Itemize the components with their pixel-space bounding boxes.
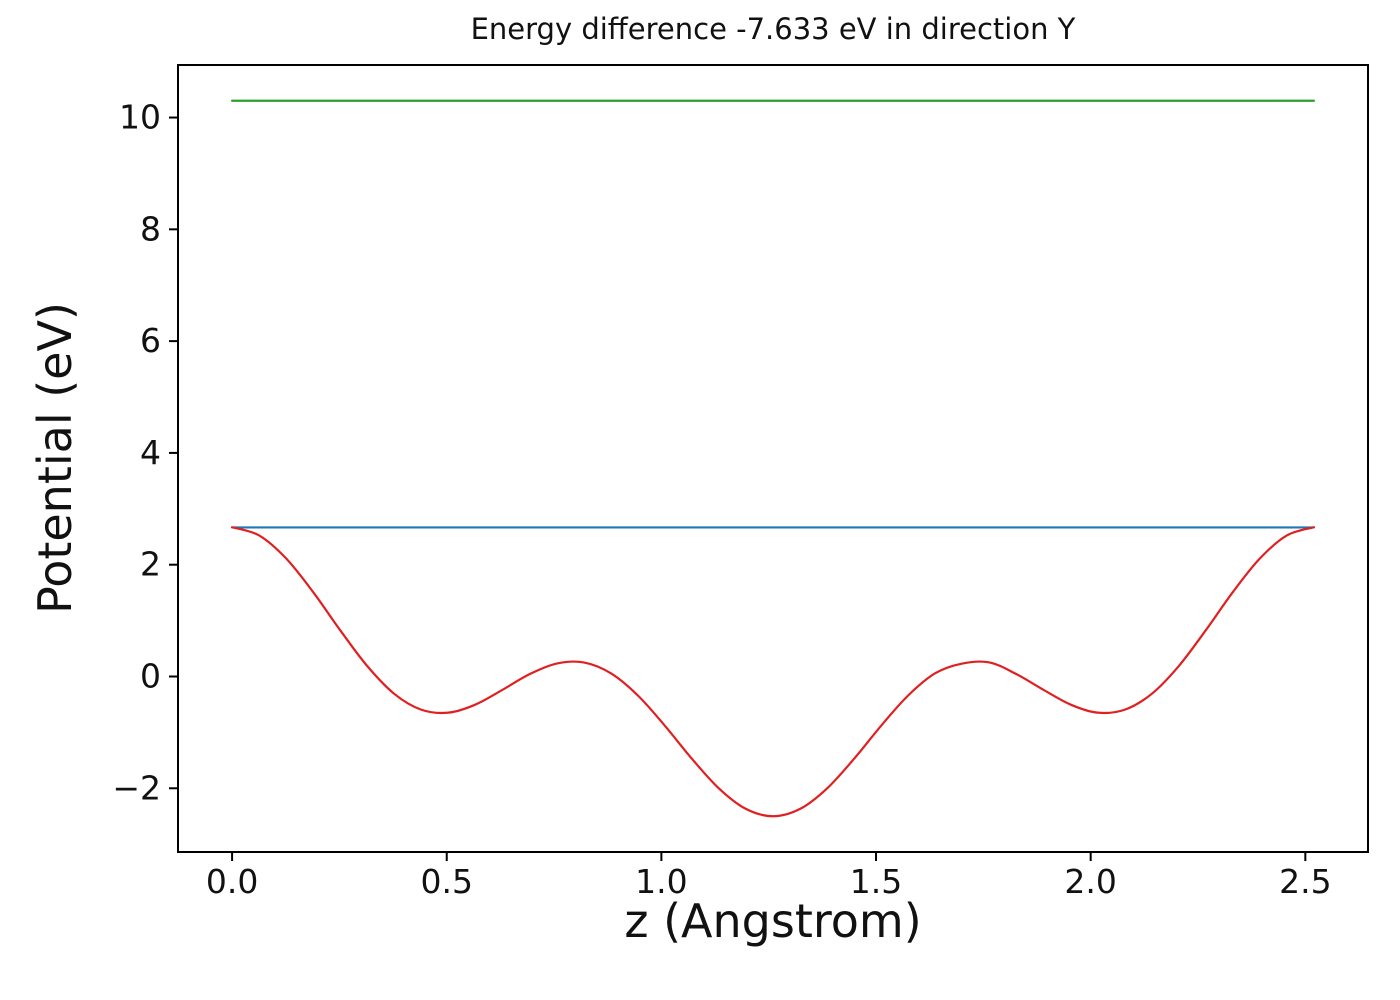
- planar-average-potential-curve: [230, 526, 1316, 818]
- x-tick-label: 1.5: [850, 862, 902, 901]
- y-axis-ticks: −2 0 2 4 6 8 10: [112, 98, 178, 807]
- x-tick-label: 0.5: [420, 862, 472, 901]
- y-tick-label: 6: [140, 321, 161, 360]
- y-tick-label: 8: [140, 209, 161, 248]
- x-axis-label: z (Angstrom): [624, 894, 922, 948]
- axes-spines: [177, 64, 1369, 853]
- y-tick-label: 10: [119, 98, 161, 137]
- y-tick-label: −2: [112, 768, 161, 807]
- x-axis-ticks: 0.0 0.5 1.0 1.5 2.0 2.5: [206, 852, 1332, 901]
- y-tick-label: 4: [140, 433, 161, 472]
- y-tick-label: 2: [140, 545, 161, 584]
- x-tick-label: 0.0: [206, 862, 258, 901]
- x-tick-label: 2.5: [1279, 862, 1331, 901]
- chart-title: Energy difference -7.633 eV in direction…: [470, 12, 1076, 46]
- x-tick-label: 2.0: [1064, 862, 1116, 901]
- x-tick-label: 1.0: [635, 862, 687, 901]
- y-tick-label: 0: [140, 656, 161, 695]
- series-lines: [230, 99, 1316, 818]
